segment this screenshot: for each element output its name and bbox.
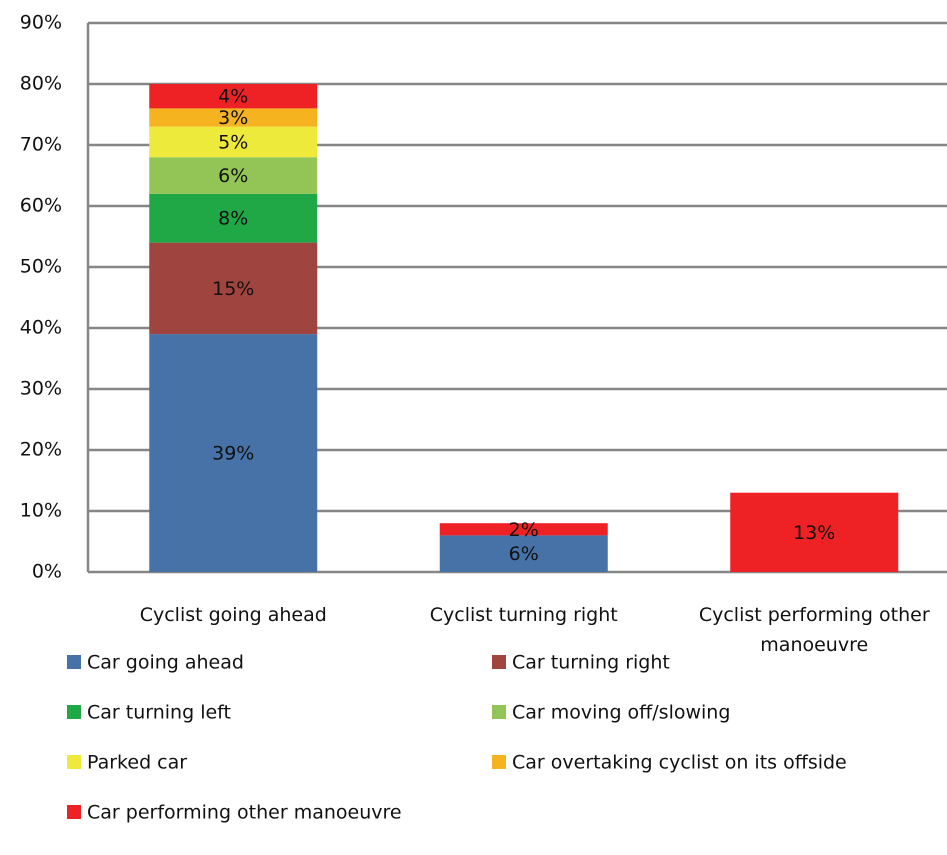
legend-label: Car overtaking cyclist on its offside <box>512 752 847 774</box>
y-tick-label: 0% <box>32 561 62 583</box>
y-tick-label: 20% <box>20 439 62 461</box>
legend-swatch <box>492 655 506 669</box>
bar-segment <box>149 126 318 158</box>
x-tick-label: Cyclist performing other manoeuvre <box>698 604 930 656</box>
data-label: 4% <box>218 86 248 108</box>
y-tick-label: 40% <box>20 317 62 339</box>
legend-label: Parked car <box>87 752 187 774</box>
bar-segment <box>149 334 318 572</box>
x-tick-label: Cyclist turning right <box>429 604 618 626</box>
data-label: 3% <box>218 107 248 129</box>
legend-swatch <box>67 705 81 719</box>
legend-swatch <box>492 755 506 769</box>
bar-segment <box>149 193 318 243</box>
legend-swatch <box>67 655 81 669</box>
data-label: 13% <box>793 522 835 544</box>
legend-swatch <box>67 755 81 769</box>
y-tick-label: 30% <box>20 378 62 400</box>
data-label: 6% <box>509 543 539 565</box>
data-label: 2% <box>509 519 539 541</box>
bar-segment <box>149 157 318 194</box>
data-label: 15% <box>212 278 254 300</box>
bar-segment <box>149 84 318 109</box>
legend-label: Car turning right <box>512 652 670 674</box>
legend-label: Car turning left <box>87 702 231 724</box>
data-label: 5% <box>218 131 248 153</box>
bar-segment <box>730 492 899 572</box>
bar-segment <box>439 535 608 572</box>
y-tick-label: 70% <box>20 134 62 156</box>
y-tick-label: 60% <box>20 195 62 217</box>
data-label: 8% <box>218 208 248 230</box>
legend-label: Car moving off/slowing <box>512 702 730 724</box>
legend-swatch <box>492 705 506 719</box>
y-tick-label: 50% <box>20 256 62 278</box>
y-tick-label: 90% <box>20 12 62 34</box>
legend-label: Car going ahead <box>87 652 244 674</box>
x-tick-label: Cyclist going ahead <box>139 604 327 626</box>
legend-label: Car performing other manoeuvre <box>87 802 402 824</box>
y-tick-label: 10% <box>20 500 62 522</box>
legend-swatch <box>67 805 81 819</box>
bar-segment <box>439 523 608 536</box>
data-label: 39% <box>212 443 254 465</box>
bar-segment <box>149 242 318 335</box>
bar-segment <box>149 108 318 127</box>
y-tick-label: 80% <box>20 73 62 95</box>
data-label: 6% <box>218 165 248 187</box>
